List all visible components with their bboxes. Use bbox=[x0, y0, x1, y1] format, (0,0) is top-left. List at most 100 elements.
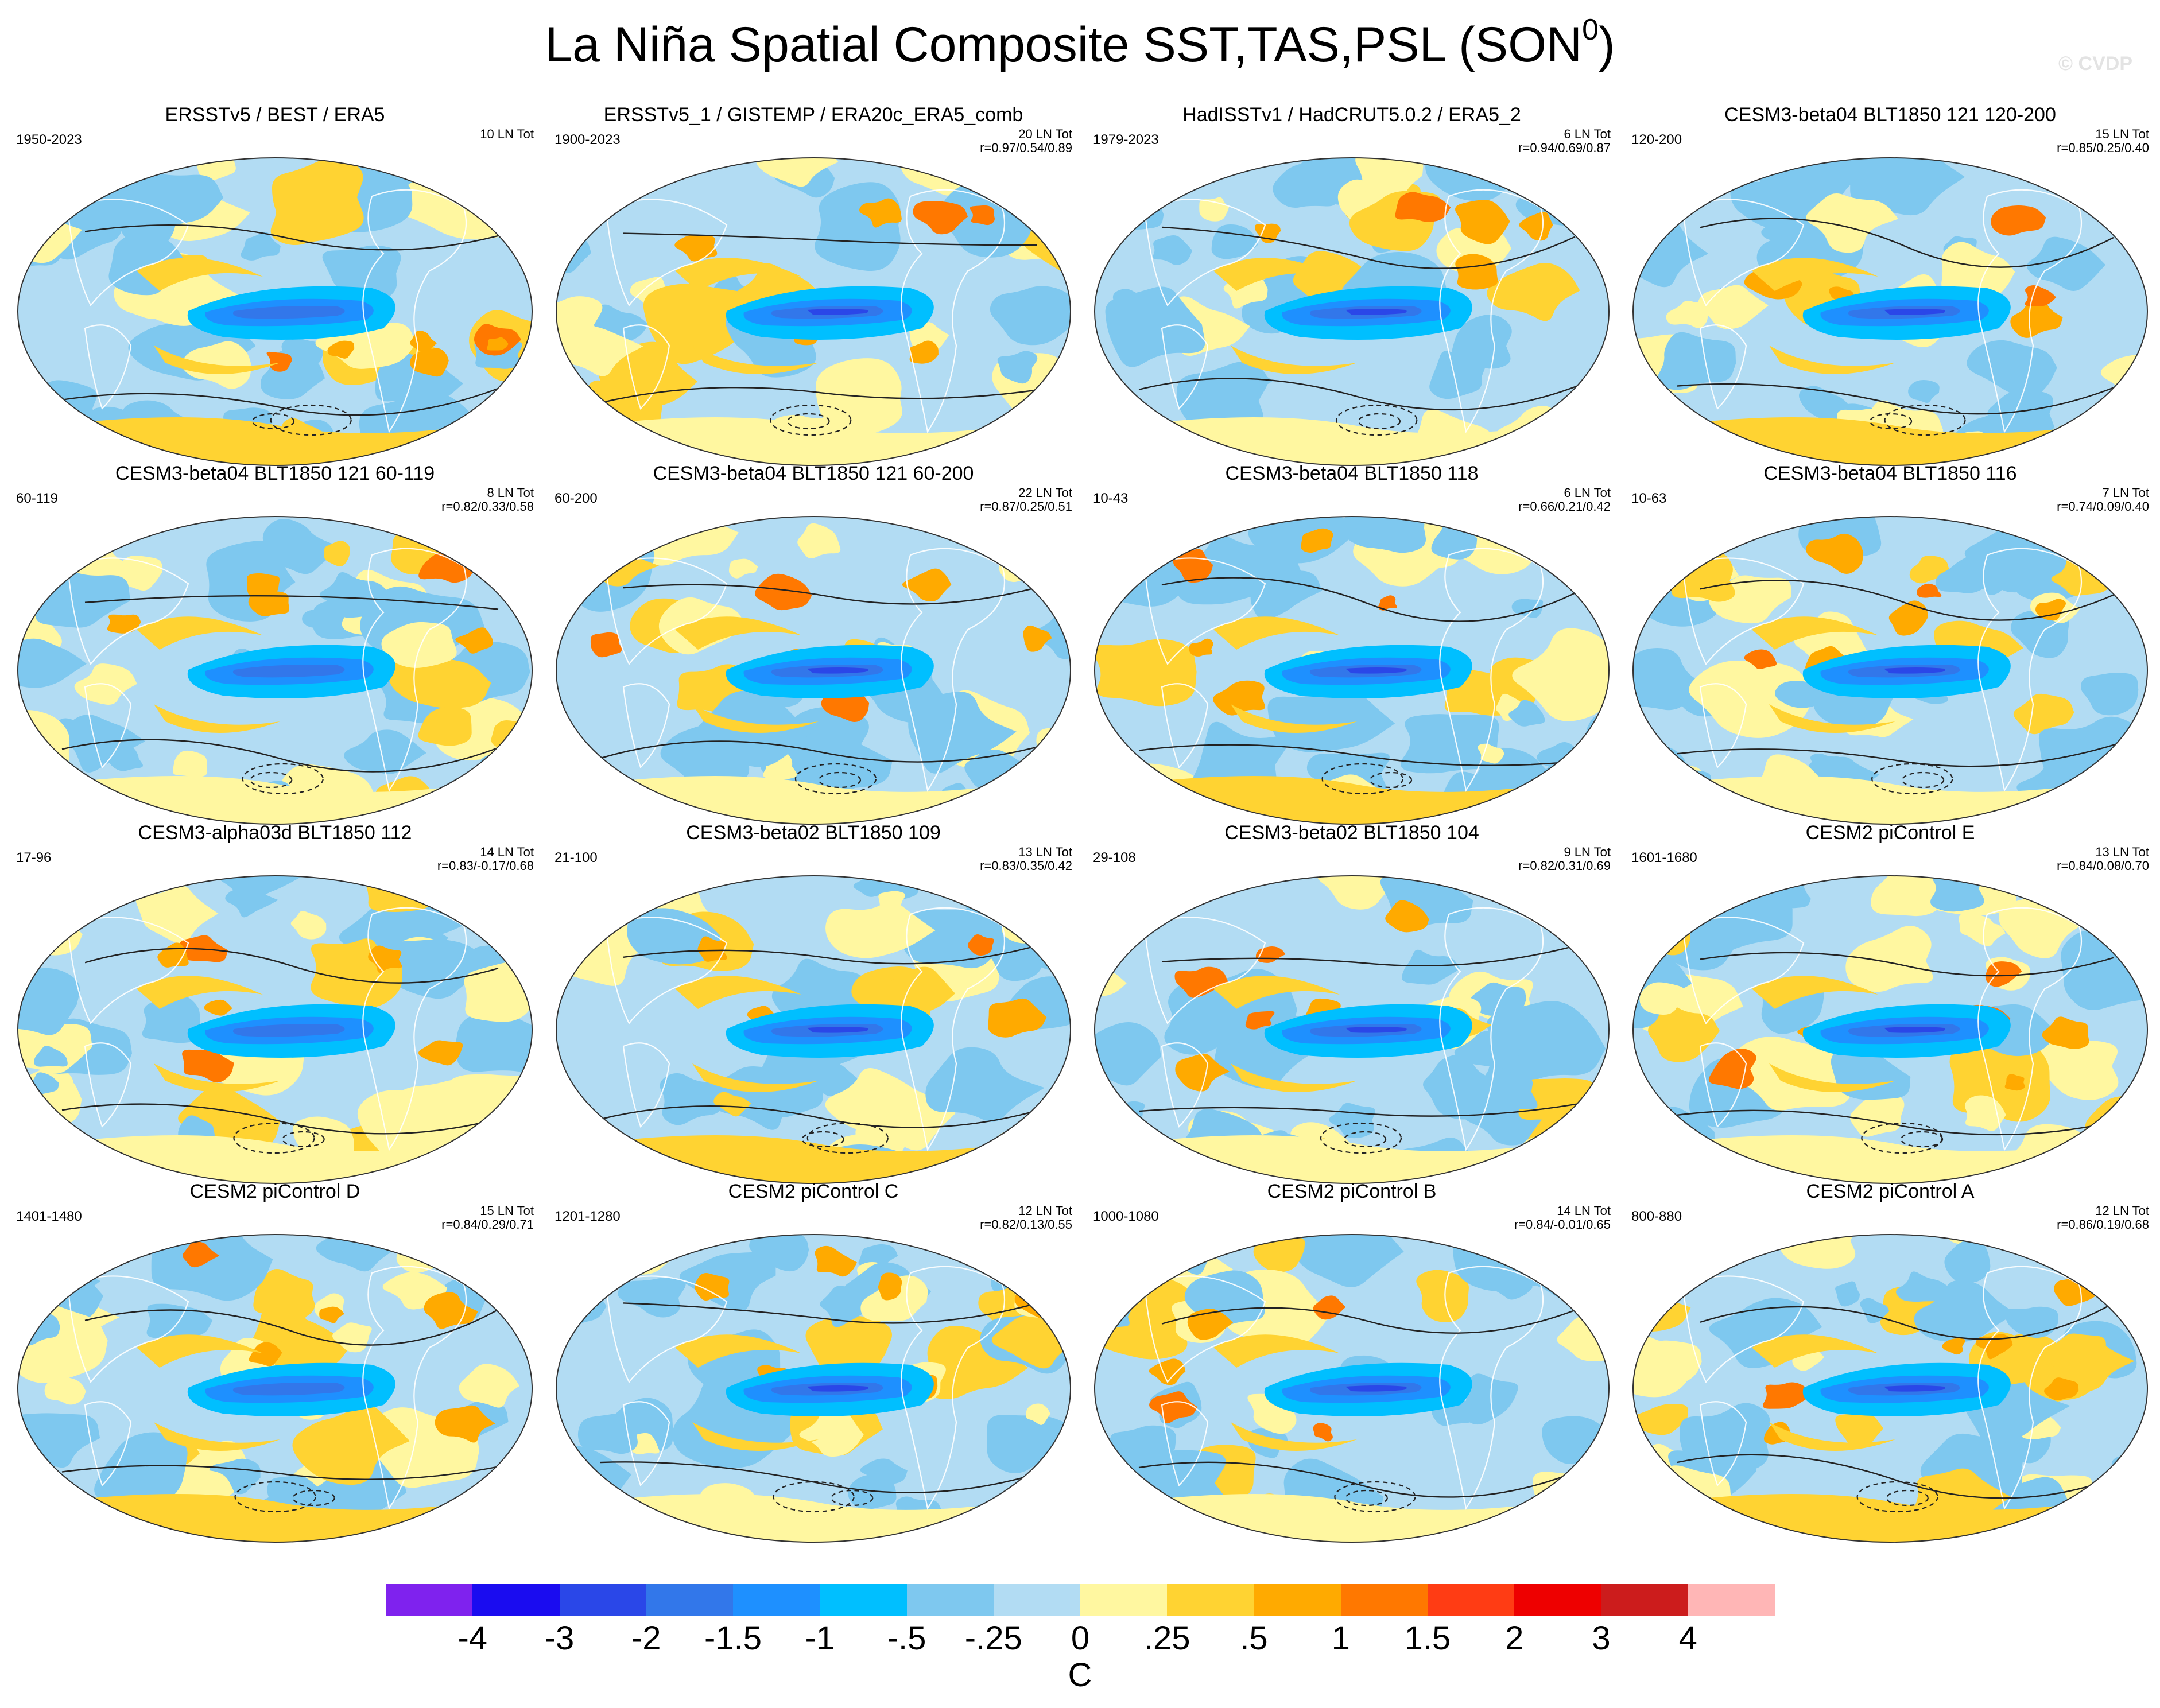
panel-period: 1979-2023 bbox=[1093, 132, 1159, 147]
map-panel: CESM3-beta02 BLT1850 104 29-108 9 LN Tot r=… bbox=[1085, 821, 1619, 1189]
panel-event-count: 8 LN Tot bbox=[487, 486, 534, 500]
colorbar-tick-label: .25 bbox=[1143, 1620, 1190, 1657]
map-field bbox=[1633, 158, 2147, 465]
sst-anomaly-map bbox=[17, 875, 533, 1184]
panel-title: CESM2 piControl A bbox=[1806, 1181, 1975, 1202]
colorbar-box bbox=[906, 1584, 994, 1616]
colorbar-box bbox=[733, 1584, 820, 1616]
panel-correlation: r=0.86/0.19/0.68 bbox=[2057, 1217, 2149, 1232]
panel-title: CESM3-beta04 BLT1850 121 60-200 bbox=[653, 463, 974, 484]
panel-title: CESM3-beta02 BLT1850 104 bbox=[1224, 822, 1479, 844]
colorbar-box bbox=[1167, 1584, 1254, 1616]
sst-anomaly-map bbox=[1094, 875, 1610, 1184]
panel-correlation: r=0.82/0.31/0.69 bbox=[1518, 859, 1611, 873]
figure-title-close: ) bbox=[1599, 17, 1615, 72]
panel-period: 60-119 bbox=[16, 491, 58, 506]
panel-event-count: 22 LN Tot bbox=[1018, 486, 1072, 500]
panel-period: 1900-2023 bbox=[554, 132, 621, 147]
colorbar-box bbox=[993, 1584, 1080, 1616]
map-field bbox=[1095, 1235, 1609, 1542]
panel-correlation: r=0.84/-0.01/0.65 bbox=[1514, 1217, 1611, 1232]
sst-anomaly-map bbox=[17, 1234, 533, 1543]
colorbar-box bbox=[1428, 1584, 1515, 1616]
colorbar-box bbox=[1254, 1584, 1341, 1616]
panel-event-count: 7 LN Tot bbox=[2102, 486, 2149, 500]
panel-stats: 20 LN Tot r=0.97/0.54/0.89 bbox=[980, 127, 1072, 155]
panel-title: CESM3-beta02 BLT1850 109 bbox=[686, 822, 941, 844]
colorbar-tick-label: -.25 bbox=[964, 1620, 1022, 1657]
colorbar-box bbox=[472, 1584, 560, 1616]
panel-event-count: 12 LN Tot bbox=[1018, 1204, 1072, 1218]
colorbar bbox=[386, 1584, 1775, 1616]
panel-title: CESM2 piControl C bbox=[728, 1181, 899, 1202]
colorbar-tick-label: -2 bbox=[631, 1620, 661, 1657]
panel-title: CESM3-beta04 BLT1850 121 60-119 bbox=[115, 463, 435, 484]
figure-title-text: La Niña Spatial Composite SST,TAS,PSL (S… bbox=[545, 17, 1583, 72]
panel-title: CESM2 piControl B bbox=[1267, 1181, 1437, 1202]
map-panel: CESM3-beta04 BLT1850 116 10-63 7 LN Tot r=0… bbox=[1623, 462, 2157, 829]
map-panel: ERSSTv5 / BEST / ERA5 1950-2023 10 LN Tot bbox=[8, 103, 542, 471]
panel-event-count: 9 LN Tot bbox=[1564, 845, 1611, 859]
colorbar-tick-label: 1 bbox=[1331, 1620, 1350, 1657]
panel-event-count: 10 LN Tot bbox=[480, 127, 534, 141]
colorbar-tick-label: .5 bbox=[1240, 1620, 1268, 1657]
colorbar-units: C bbox=[1068, 1656, 1092, 1694]
panel-period: 10-43 bbox=[1093, 491, 1129, 506]
panel-event-count: 12 LN Tot bbox=[2095, 1204, 2149, 1218]
map-panel: CESM2 piControl A 800-880 12 LN Tot r=0.86/… bbox=[1623, 1180, 2157, 1547]
panel-title: CESM3-beta04 BLT1850 121 120-200 bbox=[1724, 104, 2056, 126]
sst-anomaly-map bbox=[1632, 516, 2148, 825]
panel-correlation: r=0.83/0.35/0.42 bbox=[980, 859, 1072, 873]
panel-correlation: r=0.83/-0.17/0.68 bbox=[437, 859, 534, 873]
panel-event-count: 14 LN Tot bbox=[480, 845, 534, 859]
panel-title: CESM2 piControl E bbox=[1805, 822, 1975, 844]
sst-anomaly-map bbox=[1632, 157, 2148, 466]
map-panel: CESM2 piControl E 1601-1680 13 LN Tot r=0.8… bbox=[1623, 821, 2157, 1189]
colorbar-tick-label: -.5 bbox=[887, 1620, 926, 1657]
map-panel: CESM3-beta04 BLT1850 121 120-200 120-200 1… bbox=[1623, 103, 2157, 471]
map-field bbox=[1633, 876, 2147, 1183]
panel-event-count: 20 LN Tot bbox=[1018, 127, 1072, 141]
map-panel: CESM3-beta04 BLT1850 118 10-43 6 LN Tot r=0… bbox=[1085, 462, 1619, 829]
colorbar-tick-label: 0 bbox=[1071, 1620, 1090, 1657]
panel-correlation: r=0.74/0.09/0.40 bbox=[2057, 499, 2149, 514]
panel-period: 10-63 bbox=[1631, 491, 1667, 506]
panel-event-count: 15 LN Tot bbox=[2095, 127, 2149, 141]
panel-correlation: r=0.84/0.29/0.71 bbox=[441, 1217, 534, 1232]
figure-title-superscript: 0 bbox=[1582, 13, 1599, 46]
map-panel: CESM3-beta02 BLT1850 109 21-100 13 LN Tot r… bbox=[546, 821, 1080, 1189]
panel-period: 1601-1680 bbox=[1631, 850, 1697, 865]
panel-title: CESM3-beta04 BLT1850 116 bbox=[1763, 463, 2017, 484]
colorbar-box bbox=[646, 1584, 733, 1616]
panel-stats: 15 LN Tot r=0.84/0.29/0.71 bbox=[441, 1204, 534, 1232]
colorbar-tick-label: 4 bbox=[1678, 1620, 1697, 1657]
sst-anomaly-map bbox=[556, 516, 1071, 825]
panel-period: 1000-1080 bbox=[1093, 1209, 1159, 1224]
sst-anomaly-map bbox=[1632, 1234, 2148, 1543]
panel-correlation: r=0.84/0.08/0.70 bbox=[2057, 859, 2149, 873]
map-panel: CESM2 piControl C 1201-1280 12 LN Tot r=0.8… bbox=[546, 1180, 1080, 1547]
panel-correlation: r=0.94/0.69/0.87 bbox=[1518, 141, 1611, 155]
panel-title: CESM3-alpha03d BLT1850 112 bbox=[138, 822, 412, 844]
colorbar-box bbox=[386, 1584, 473, 1616]
panel-title: CESM2 piControl D bbox=[189, 1181, 360, 1202]
panel-title: CESM3-beta04 BLT1850 118 bbox=[1225, 463, 1479, 484]
panel-period: 1401-1480 bbox=[16, 1209, 82, 1224]
panel-event-count: 15 LN Tot bbox=[480, 1204, 534, 1218]
panel-stats: 13 LN Tot r=0.83/0.35/0.42 bbox=[980, 845, 1072, 873]
panel-correlation: r=0.82/0.33/0.58 bbox=[441, 499, 534, 514]
panel-period: 29-108 bbox=[1093, 850, 1136, 865]
panel-event-count: 14 LN Tot bbox=[1557, 1204, 1611, 1218]
colorbar-tick-label: 1.5 bbox=[1404, 1620, 1451, 1657]
panel-stats: 8 LN Tot r=0.82/0.33/0.58 bbox=[441, 486, 534, 514]
panel-period: 1950-2023 bbox=[16, 132, 82, 147]
panel-correlation: r=0.66/0.21/0.42 bbox=[1518, 499, 1611, 514]
sst-anomaly-map bbox=[1632, 875, 2148, 1184]
panel-correlation: r=0.85/0.25/0.40 bbox=[2057, 141, 2149, 155]
panel-stats: 22 LN Tot r=0.87/0.25/0.51 bbox=[980, 486, 1072, 514]
panel-correlation: r=0.87/0.25/0.51 bbox=[980, 499, 1072, 514]
panel-correlation: r=0.82/0.13/0.55 bbox=[980, 1217, 1072, 1232]
panel-stats: 15 LN Tot r=0.85/0.25/0.40 bbox=[2057, 127, 2149, 155]
map-panel: CESM3-alpha03d BLT1850 112 17-96 14 LN Tot… bbox=[8, 821, 542, 1189]
colorbar-tick-label: -4 bbox=[457, 1620, 488, 1657]
